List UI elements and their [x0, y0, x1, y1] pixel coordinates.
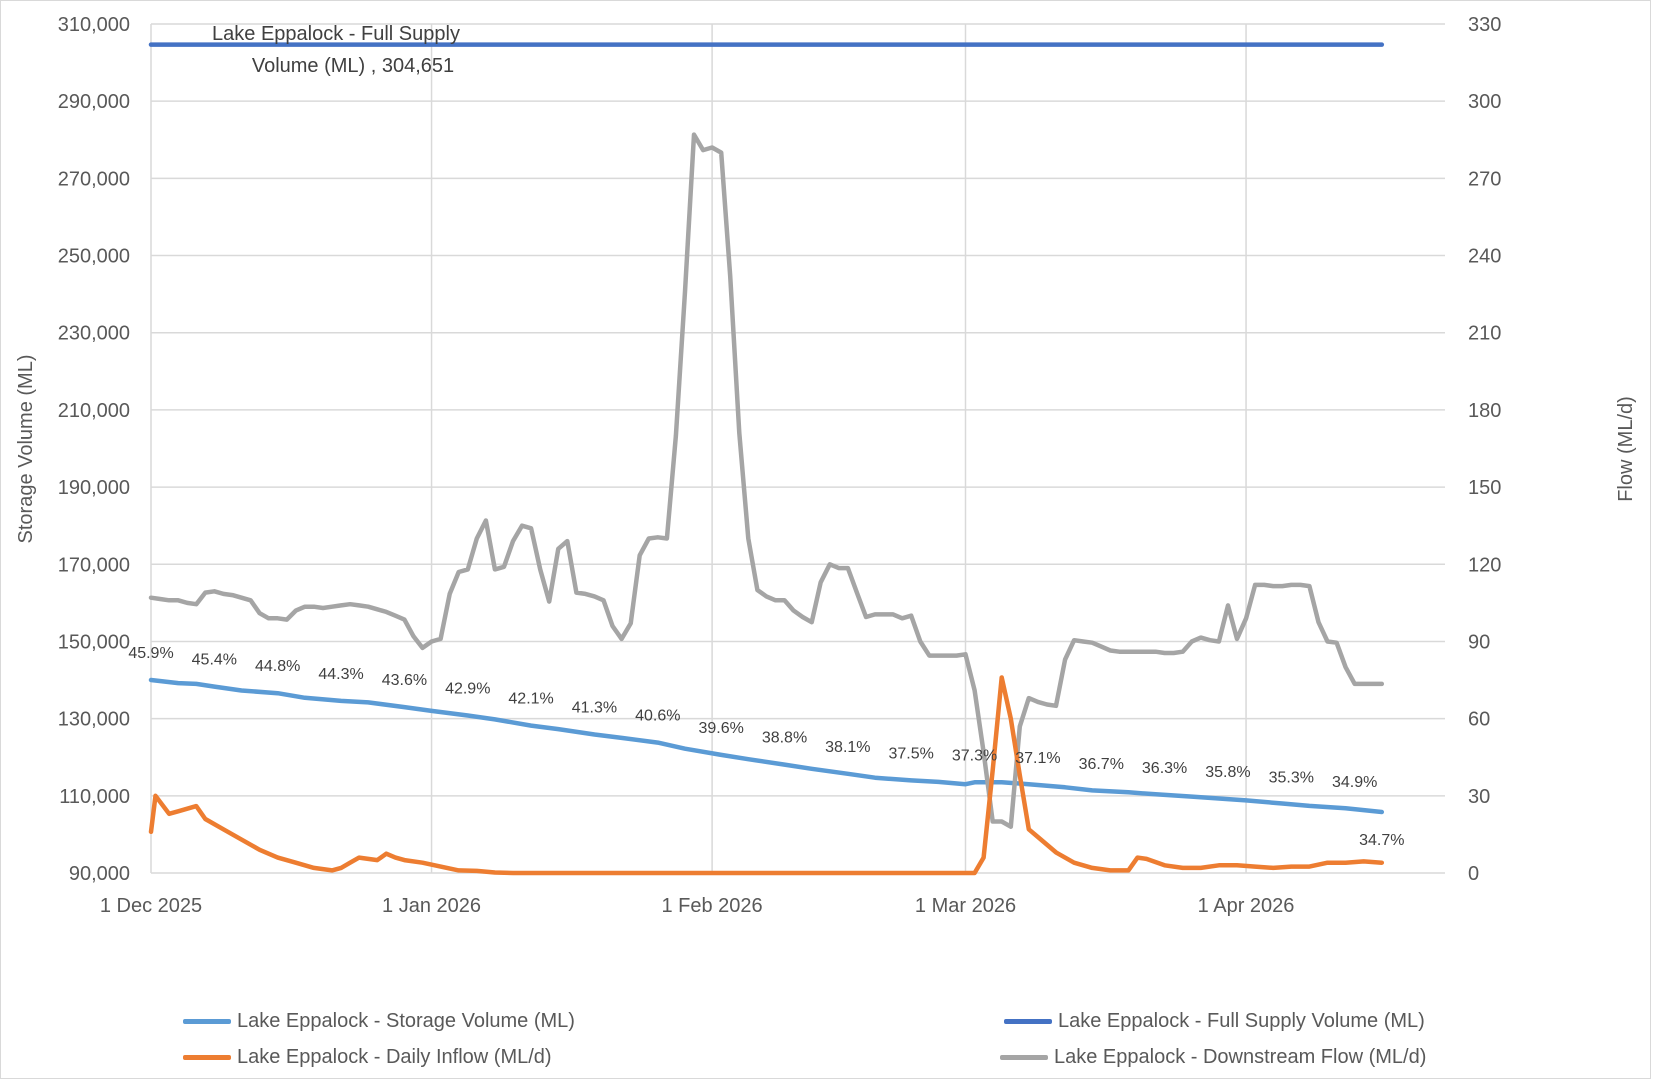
left-tick-label: 210,000: [58, 400, 130, 422]
left-tick-label: 90,000: [69, 863, 130, 885]
right-tick-label: 90: [1468, 631, 1490, 653]
percent-label: 43.6%: [382, 672, 427, 689]
left-tick-label: 230,000: [58, 323, 130, 345]
percent-label: 40.6%: [635, 708, 680, 725]
right-tick-label: 150: [1468, 477, 1501, 499]
left-axis-title: Storage Volume (ML): [15, 355, 37, 544]
legend-label-storage: Lake Eppalock - Storage Volume (ML): [237, 1010, 575, 1032]
legend-item-full-supply[interactable]: Lake Eppalock - Full Supply Volume (ML): [1004, 1010, 1425, 1033]
percent-label: 38.8%: [762, 730, 807, 747]
daily-inflow-line: [148, 675, 1385, 876]
right-tick-label: 300: [1468, 91, 1501, 113]
percent-label: 45.4%: [192, 652, 237, 669]
left-tick-label: 310,000: [58, 14, 130, 36]
x-axis: 1 Dec 2025 1 Jan 2026 1 Feb 2026 1 Mar 2026…: [100, 895, 1295, 917]
percent-label: 35.3%: [1269, 769, 1314, 786]
gridlines: [150, 23, 1445, 874]
right-tick-label: 210: [1468, 323, 1501, 345]
percent-label: 37.3%: [952, 747, 997, 764]
right-tick-label: 180: [1468, 400, 1501, 422]
legend-label-inflow: Lake Eppalock - Daily Inflow (ML/d): [237, 1046, 552, 1068]
x-tick-label: 1 Apr 2026: [1198, 895, 1295, 917]
right-axis: 0 30 60 90 120 150 180 210 240 270 300 330: [1468, 14, 1501, 885]
percent-label: 34.9%: [1332, 774, 1377, 791]
left-tick-label: 170,000: [58, 554, 130, 576]
legend-label-full-supply: Lake Eppalock - Full Supply Volume (ML): [1058, 1010, 1425, 1032]
right-tick-label: 120: [1468, 554, 1501, 576]
series-lines: [148, 42, 1385, 876]
percent-label: 36.7%: [1079, 756, 1124, 773]
right-tick-label: 240: [1468, 246, 1501, 268]
percent-label: 42.9%: [445, 681, 490, 698]
full-supply-label-line1: Lake Eppalock - Full Supply: [212, 23, 460, 45]
percent-label: 37.5%: [889, 745, 934, 762]
legend-swatch-inflow-icon: [183, 1055, 231, 1060]
percent-label: 38.1%: [825, 739, 870, 756]
percent-data-labels: 45.9% 45.4% 44.8% 44.3% 43.6% 42.9% 42.1% 41.3%…: [128, 645, 1404, 849]
legend-swatch-storage-icon: [183, 1019, 231, 1024]
left-tick-label: 130,000: [58, 709, 130, 731]
percent-label: 34.7%: [1359, 832, 1404, 849]
percent-label: 41.3%: [572, 699, 617, 716]
percent-label: 35.8%: [1205, 764, 1250, 781]
percent-label: 37.1%: [1015, 750, 1060, 767]
left-tick-label: 250,000: [58, 246, 130, 268]
legend-swatch-downstream-icon: [1000, 1055, 1048, 1060]
right-axis-title: Flow (ML/d): [1615, 396, 1637, 502]
downstream-flow-line: [148, 132, 1385, 829]
left-tick-label: 150,000: [58, 631, 130, 653]
right-tick-label: 330: [1468, 14, 1501, 36]
full-supply-label-line2: Volume (ML) , 304,651: [252, 55, 454, 77]
percent-label: 42.1%: [508, 691, 553, 708]
x-tick-label: 1 Jan 2026: [382, 895, 481, 917]
right-tick-label: 0: [1468, 863, 1479, 885]
left-axis: 90,000 110,000 130,000 150,000 170,000 190,00…: [58, 14, 130, 885]
x-tick-label: 1 Mar 2026: [915, 895, 1016, 917]
left-tick-label: 110,000: [59, 786, 130, 808]
percent-label: 36.3%: [1142, 760, 1187, 777]
x-tick-label: 1 Dec 2025: [100, 895, 202, 917]
percent-label: 39.6%: [698, 720, 743, 737]
legend-item-downstream[interactable]: Lake Eppalock - Downstream Flow (ML/d): [1000, 1046, 1426, 1069]
percent-label: 45.9%: [128, 645, 173, 662]
storage-volume-line: [148, 677, 1385, 815]
left-tick-label: 270,000: [58, 168, 130, 190]
legend-item-storage[interactable]: Lake Eppalock - Storage Volume (ML): [183, 1010, 575, 1033]
left-tick-label: 190,000: [58, 477, 130, 499]
right-tick-label: 270: [1468, 168, 1501, 190]
right-tick-label: 60: [1468, 709, 1490, 731]
legend-item-inflow[interactable]: Lake Eppalock - Daily Inflow (ML/d): [183, 1046, 552, 1069]
percent-label: 44.3%: [318, 666, 363, 683]
legend-label-downstream: Lake Eppalock - Downstream Flow (ML/d): [1054, 1046, 1427, 1068]
x-tick-label: 1 Feb 2026: [661, 895, 762, 917]
legend-swatch-full-supply-icon: [1004, 1019, 1052, 1024]
right-tick-label: 30: [1468, 786, 1490, 808]
left-tick-label: 290,000: [58, 91, 130, 113]
percent-label: 44.8%: [255, 658, 300, 675]
